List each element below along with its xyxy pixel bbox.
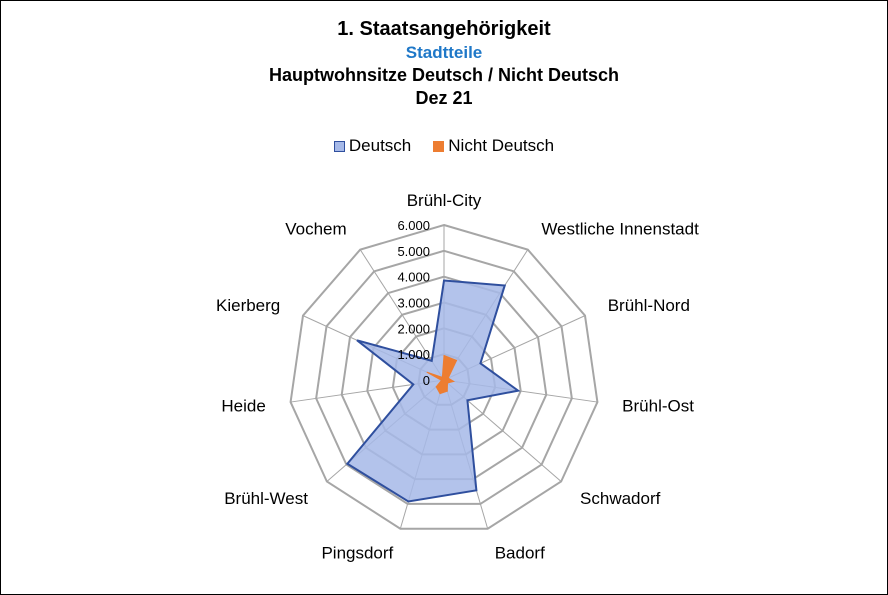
legend-swatch-nicht-deutsch (433, 140, 445, 152)
legend-item-deutsch: Deutsch (333, 136, 412, 156)
radial-tick-label-0: 0 (423, 373, 430, 388)
series-area-1 (426, 354, 458, 395)
data-point-s0-1 (504, 284, 506, 286)
radial-tick-label-6: 6.000 (397, 218, 430, 233)
category-label-10: Vochem (285, 220, 346, 239)
data-point-s1-7 (435, 386, 437, 388)
data-point-s1-3 (453, 380, 455, 382)
data-point-s0-0 (443, 280, 445, 282)
radial-tick-label-1: 1.000 (397, 347, 430, 362)
legend-item-nicht-deutsch: Nicht Deutsch (433, 136, 554, 156)
data-point-s0-2 (479, 362, 481, 364)
chart-title: 1. Staatsangehörigkeit (337, 18, 551, 40)
chart-title-line3: Hauptwohnsitze Deutsch / Nicht Deutsch (268, 65, 620, 85)
grid-spoke-10 (359, 249, 445, 381)
category-label-4: Schwadorf (580, 489, 661, 508)
data-point-s1-2 (447, 377, 449, 379)
data-point-s1-6 (439, 393, 441, 395)
category-label-7: Brühl-West (224, 489, 308, 508)
chart-legend: Deutsch Nicht Deutsch (0, 136, 888, 156)
data-point-s0-9 (356, 339, 358, 341)
grid-ring-5 (315, 249, 573, 505)
data-point-s1-10 (441, 376, 443, 378)
data-point-s0-10 (431, 360, 433, 362)
data-point-s1-0 (443, 354, 445, 356)
data-point-s0-3 (517, 390, 519, 392)
category-label-0: Brühl-City (407, 191, 482, 210)
data-point-s0-8 (412, 383, 414, 385)
category-label-8: Heide (221, 397, 265, 416)
data-point-s0-5 (475, 489, 477, 491)
category-label-2: Brühl-Nord (608, 296, 690, 315)
radial-tick-label-5: 5.000 (397, 244, 430, 259)
data-point-s1-4 (447, 382, 449, 384)
category-label-6: Pingsdorf (321, 544, 393, 563)
category-label-5: Badorf (495, 544, 545, 563)
chart-subtitle: Stadtteile (405, 43, 483, 62)
radial-tick-label-3: 3.000 (397, 296, 430, 311)
category-label-1: Westliche Innenstadt (541, 220, 699, 239)
chart-titles: 1. Staatsangehörigkeit Stadtteile Hauptw… (0, 17, 888, 110)
category-label-3: Brühl-Ost (622, 397, 694, 416)
data-point-s0-7 (346, 463, 348, 465)
legend-label-nicht-deutsch: Nicht Deutsch (448, 136, 555, 155)
data-point-s1-5 (446, 390, 448, 392)
data-point-s1-1 (456, 359, 458, 361)
data-point-s1-8 (440, 379, 442, 381)
radial-tick-label-2: 2.000 (397, 321, 430, 336)
data-point-s0-6 (407, 500, 409, 502)
legend-swatch-deutsch (333, 140, 345, 152)
category-label-9: Kierberg (216, 296, 280, 315)
series-area-0 (345, 279, 521, 503)
legend-label-deutsch: Deutsch (348, 136, 412, 155)
data-point-s1-9 (426, 371, 428, 373)
data-point-s0-4 (466, 399, 468, 401)
radial-tick-label-4: 4.000 (397, 270, 430, 285)
grid-ring-6 (289, 223, 599, 530)
chart-title-line4: Dez 21 (415, 88, 473, 108)
